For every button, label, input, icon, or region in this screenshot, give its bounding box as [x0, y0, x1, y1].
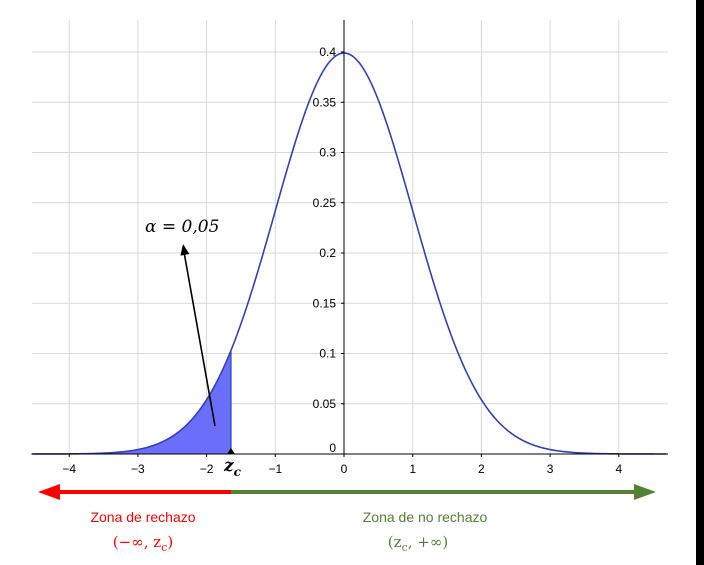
y-tick-label-5: 0.25 [313, 196, 337, 210]
critical-value-label: zc [223, 456, 242, 479]
axes [32, 20, 668, 455]
x-tick-label-7: 3 [547, 462, 554, 476]
x-tick-label-3: −1 [268, 462, 282, 476]
x-tick-label-0: −4 [62, 462, 76, 476]
grid-lines [32, 20, 668, 454]
alpha-arrow-head [180, 244, 190, 256]
non-rejection-zone-label: Zona de no rechazo [363, 509, 488, 525]
x-tick-label-5: 1 [409, 462, 416, 476]
non-rejection-arrow-head [634, 484, 656, 500]
rejection-zone-interval: (−∞, zc) [113, 533, 173, 554]
non-rejection-zone-interval: (zc, +∞) [388, 533, 448, 554]
x-tick-label-zero: 0 [341, 462, 348, 476]
rejection-area-shading [31, 350, 231, 454]
window-edge-bar [696, 0, 704, 565]
alpha-arrow-shaft [183, 251, 216, 427]
y-tick-label-1: 0.05 [313, 397, 337, 411]
non-rejection-interval-start: (z [388, 533, 402, 551]
tick-labels: −4 −3 −2 −1 1 2 3 4 00 0.05 0.1 0.15 0.2 0.25 0.3 0.35 0… [62, 45, 622, 476]
y-tick-label-8: 0.4 [319, 45, 336, 59]
rejection-interval-sub: c [161, 541, 167, 554]
y-tick-label-7: 0.35 [313, 95, 337, 109]
alpha-pointer-arrow [180, 244, 216, 427]
non-rejection-interval-sub: c [402, 541, 408, 554]
rejection-zone-label: Zona de rechazo [90, 509, 195, 525]
critical-value-subscript: c [234, 465, 242, 479]
x-tick-label-6: 2 [478, 462, 485, 476]
y-tick-label-2: 0.1 [319, 347, 336, 361]
rejection-interval-start: (−∞, z [113, 533, 161, 551]
rejection-arrow-head [38, 484, 60, 500]
alpha-annotation: α = 0,05 [145, 217, 219, 237]
x-tick-label-8: 4 [615, 462, 622, 476]
normal-density-curve [31, 52, 667, 455]
critical-value-tick [226, 448, 235, 454]
y-tick-label-4: 0.2 [319, 246, 336, 260]
critical-value-marker [226, 448, 235, 454]
y-tick-label-0: 0 [329, 441, 336, 455]
critical-value-symbol: z [223, 456, 234, 476]
rejection-interval-end: ) [167, 533, 173, 551]
x-tick-label-2: −2 [200, 462, 214, 476]
y-tick-label-3: 0.15 [313, 296, 337, 310]
x-tick-label-1: −3 [131, 462, 145, 476]
region-arrows [38, 484, 656, 500]
y-tick-label-6: 0.3 [319, 146, 336, 160]
non-rejection-interval-end: , +∞) [408, 533, 448, 551]
